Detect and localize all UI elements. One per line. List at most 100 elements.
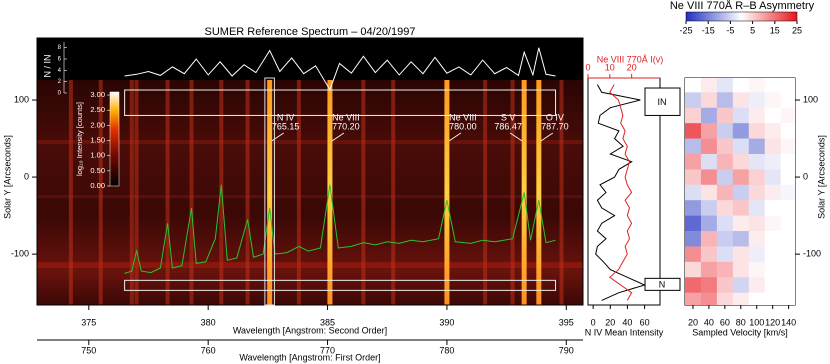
faint-line: [510, 80, 515, 305]
heatmap-cell: [780, 78, 795, 93]
line-wavelength: 786.47: [494, 121, 522, 131]
line-wavelength: 765.15: [272, 121, 300, 131]
heatmap-cell: [764, 123, 781, 139]
image-band: [37, 195, 583, 198]
heatmap-cell: [716, 246, 734, 263]
ratio-line: [124, 47, 556, 91]
y-tick-label: 0: [803, 171, 808, 181]
heatmap-cell: [748, 78, 766, 93]
heatmap-cell: [685, 153, 702, 170]
faint-line: [361, 80, 366, 305]
y-tick-label: 100: [803, 94, 818, 104]
colorbar-tick-label: 1.00: [90, 151, 105, 160]
colorbar-tick-label: 25: [792, 25, 802, 35]
heatmap-cell: [748, 261, 766, 278]
heatmap-cell: [780, 123, 795, 139]
x2-tick-label: 10: [605, 62, 615, 72]
heatmap-cell: [780, 246, 795, 263]
region-box: [124, 279, 557, 291]
heatmap-cell: [716, 169, 734, 186]
heatmap-cell: [700, 277, 718, 293]
heatmap-cell: [716, 200, 734, 216]
axis-label: Solar Y [Arcseconds]: [2, 135, 12, 219]
highlight-box: [264, 77, 275, 306]
line-name: N IV: [277, 112, 295, 122]
heatmap-cell: [764, 138, 781, 155]
heatmap-cell: [732, 200, 750, 216]
faint-line: [165, 80, 170, 305]
heatmap-cell: [780, 277, 795, 293]
heatmap-cell: [780, 292, 795, 305]
y-tick-label: 100: [14, 94, 29, 104]
heatmap-cell: [685, 292, 702, 305]
ratio-tick-label: 8: [58, 45, 62, 51]
faint-line: [98, 80, 103, 305]
heatmap-cell: [764, 184, 781, 201]
faint-line: [189, 80, 194, 305]
faint-line: [68, 80, 73, 305]
colorbar-tick-label: -5: [726, 25, 734, 35]
heatmap-cell: [748, 92, 766, 109]
heatmap-cell: [685, 246, 702, 263]
heatmap-cell: [685, 138, 702, 155]
spectral-line: [267, 80, 273, 305]
ratio-tick-label: 2: [58, 79, 62, 85]
heatmap-cell: [716, 92, 734, 109]
heatmap-cell: [716, 215, 734, 232]
heatmap-cell: [764, 231, 781, 247]
heatmap-cell: [700, 169, 718, 186]
profile-line: [595, 84, 647, 301]
heatmap-cell: [732, 153, 750, 170]
region-box: [644, 87, 681, 116]
spectral-line: [536, 80, 542, 305]
heatmap-cell: [764, 292, 781, 305]
heatmap-cell: [732, 261, 750, 278]
x-tick-label: 750: [81, 345, 96, 355]
spectral-line: [444, 80, 450, 305]
heatmap-cell: [716, 107, 734, 124]
colorbar-tick-label: 1.50: [90, 136, 105, 145]
line-name: S V: [501, 112, 516, 122]
line-wavelength: 787.70: [541, 121, 569, 131]
ratio-tick-label: 6: [58, 57, 62, 63]
colorbar-tick-label: 0.00: [90, 181, 105, 190]
heatmap-cell: [748, 277, 766, 293]
region-label: IN: [658, 97, 667, 107]
x-tick-label: 20: [688, 317, 698, 327]
heatmap-cell: [748, 153, 766, 170]
faint-line: [219, 80, 224, 305]
axis-label: Wavelength [Angstrom: Second Order]: [233, 325, 387, 335]
axis-label: N IV Mean Intensity: [585, 327, 664, 337]
axis-label: N / IN: [42, 54, 52, 77]
line-name: Ne VIII: [332, 112, 360, 122]
heatmap-cell: [732, 169, 750, 186]
y-tick-label: 0: [24, 171, 29, 181]
image-band: [37, 140, 583, 144]
heatmap-cell: [780, 184, 795, 201]
heatmap-cell: [700, 231, 718, 247]
colorbar-tick-label: 3.00: [90, 90, 105, 99]
chart-title: SUMER Reference Spectrum – 04/20/1997: [205, 26, 416, 38]
heatmap-cell: [700, 184, 718, 201]
colorbar-tick-label: 5: [750, 25, 755, 35]
x-tick-label: 80: [736, 317, 746, 327]
heatmap-cell: [732, 215, 750, 232]
faint-line: [129, 80, 134, 305]
heatmap-cell: [700, 107, 718, 124]
heatmap-cell: [732, 138, 750, 155]
heatmap-cell: [780, 231, 795, 247]
x-tick-label: 375: [81, 317, 96, 327]
heatmap-cell: [764, 169, 781, 186]
heatmap-cell: [732, 107, 750, 124]
faint-line: [391, 80, 396, 305]
profile-line: [124, 184, 556, 274]
heatmap-cell: [700, 138, 718, 155]
heatmap-cell: [700, 200, 718, 216]
x-tick-label: 760: [201, 345, 216, 355]
heatmap-cell: [732, 231, 750, 247]
colorbar-label: log₁₀ Intensity [counts]: [75, 102, 84, 176]
spectral-line: [327, 80, 333, 305]
x-tick-label: 780: [439, 345, 454, 355]
heatmap-cell: [748, 246, 766, 263]
